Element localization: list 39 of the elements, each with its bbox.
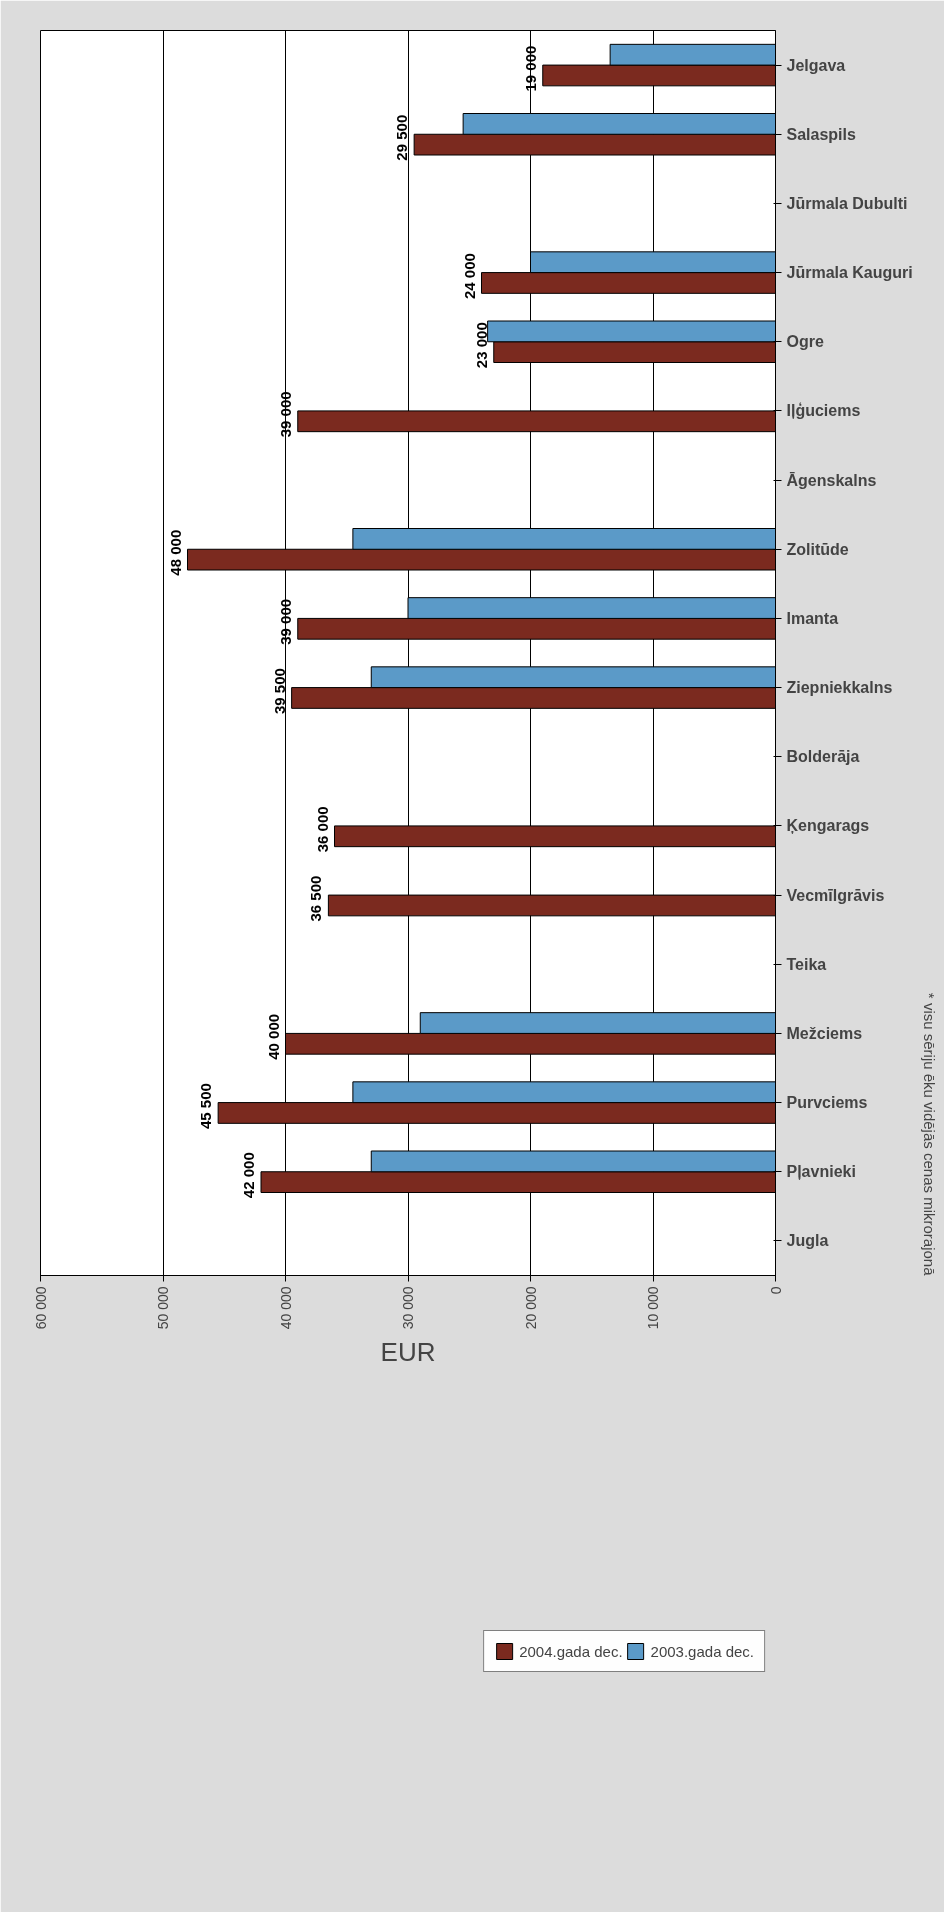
y-tick-label: Salaspils <box>786 125 856 143</box>
y-tick-label: Vecmīlgrāvis <box>786 886 885 904</box>
data-label: 36 000 <box>313 806 331 853</box>
y-tick-label: Ogre <box>786 333 824 351</box>
data-label: 45 500 <box>197 1083 215 1129</box>
x-tick-label: 10 000 <box>645 1286 661 1330</box>
data-label: 40 000 <box>264 1013 282 1060</box>
x-tick-label: 60 000 <box>32 1286 49 1330</box>
y-tick-label: Purvciems <box>786 1094 868 1112</box>
data-label: 39 500 <box>270 668 288 714</box>
x-tick-label: 40 000 <box>277 1286 294 1330</box>
data-label: 24 000 <box>460 253 478 299</box>
y-tick-label: Iļģuciems <box>786 402 861 420</box>
data-label: 42 000 <box>240 1152 257 1199</box>
y-tick-label: Jelgava <box>786 56 846 74</box>
y-tick-label: Jūrmala Kauguri <box>786 264 913 282</box>
y-tick-label: Ziepniekkalns <box>786 679 893 697</box>
y-tick-label: Ķengarags <box>786 817 870 835</box>
data-label: 36 500 <box>307 875 325 922</box>
data-label: 48 000 <box>166 529 184 576</box>
legend-label: 2003.gada dec. <box>650 1642 754 1660</box>
y-tick-label: Jugla <box>786 1232 829 1250</box>
x-axis-title: EUR <box>380 1337 436 1368</box>
y-tick-label: Bolderāja <box>786 748 860 766</box>
data-label: 29 500 <box>393 114 411 161</box>
y-tick-label: Imanta <box>786 609 839 627</box>
text: * visu sēriju ēku vidējās cenas mikrorajonā <box>920 992 938 1277</box>
legend-label: 2004.gada dec. <box>519 1642 623 1660</box>
x-tick-label: 20 000 <box>522 1286 539 1330</box>
y-tick-label: Zolitūde <box>786 540 849 558</box>
x-tick-label: 30 000 <box>400 1286 416 1330</box>
y-tick-label: Mežciems <box>786 1024 863 1042</box>
y-tick-label: Teika <box>786 955 827 973</box>
data-label: 23 000 <box>472 322 490 369</box>
y-tick-label: Āgenskalns <box>786 470 877 489</box>
x-tick-label: 0 <box>767 1286 784 1295</box>
y-tick-label: Jūrmala Dubulti <box>786 194 908 212</box>
x-tick-label: 50 000 <box>155 1286 171 1330</box>
y-tick-label: Pļavnieki <box>786 1163 856 1181</box>
